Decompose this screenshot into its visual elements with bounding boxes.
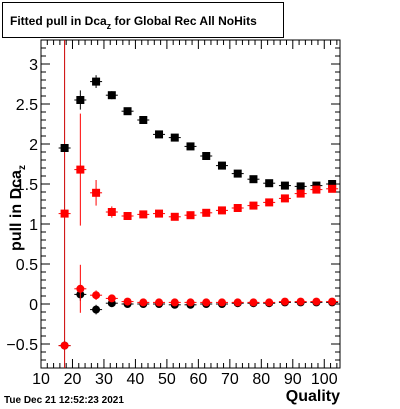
timestamp: Tue Dec 21 12:52:23 2021 [4,395,124,406]
data-point-square [328,184,337,193]
data-point-square [280,194,289,203]
data-point-square [217,206,226,215]
data-point-circle [233,298,242,307]
data-point-circle [107,294,116,303]
y-axis-label: pull in Dcaz [8,165,28,251]
data-point-square [186,211,195,220]
data-point-circle [76,284,85,293]
data-point-square [76,165,85,174]
y-tick-label: 0 [29,297,38,314]
data-point-square [76,96,85,104]
data-point-square [233,169,242,178]
y-tick-label: 3 [29,57,38,74]
data-point-circle [312,297,321,306]
data-point-square [123,212,132,220]
data-point-square [202,208,211,217]
data-point-square [249,201,258,210]
x-tick-label: 20 [64,371,82,388]
data-point-square [170,133,179,142]
data-point-circle [265,298,274,307]
data-point-square [155,209,164,218]
data-point-circle [202,298,211,307]
plot-border [40,39,341,369]
data-point-square [123,107,132,116]
data-point-square [92,188,101,197]
data-point-square [249,175,258,184]
y-axis-label-wrap: pull in Dcaz [2,148,32,268]
y-tick-label: 0.5 [16,257,38,274]
data-point-square [139,116,148,124]
data-point-square [139,210,148,219]
data-point-circle [60,341,69,350]
data-point-circle [123,297,132,306]
data-point-circle [217,298,226,307]
data-point-circle [249,298,258,307]
y-tick-label: 2 [29,137,38,154]
data-point-circle [92,291,101,300]
y-tick-label: 2.5 [16,97,38,114]
data-point-square [155,130,164,139]
y-axis-label-text: pull in Dca [8,170,25,251]
chart-title: Fitted pull in Dcaz for Global Rec All N… [10,14,257,31]
x-tick-label: 80 [252,371,270,388]
x-tick-label: 10 [32,371,50,388]
data-point-circle [280,297,289,306]
data-point-square [186,142,195,151]
title-subscript: z [106,21,112,31]
data-point-square [170,212,179,221]
data-point-circle [186,298,195,307]
x-tick-label: 50 [158,371,176,388]
data-point-circle [296,297,305,306]
data-point-square [265,179,274,188]
data-point-square [328,180,337,188]
y-tick-label: 1 [29,217,38,234]
data-point-square [312,185,321,194]
data-point-square [233,204,242,212]
data-point-square [202,152,211,160]
x-tick-label: 40 [127,371,145,388]
data-point-square [296,189,305,198]
data-point-square [60,144,69,152]
x-tick-label: 60 [189,371,207,388]
data-point-square [265,198,274,207]
x-tick-label: 30 [95,371,113,388]
x-tick-label: 90 [284,371,302,388]
data-point-square [217,161,226,170]
data-point-square [60,209,69,218]
data-point-square [280,181,289,190]
data-point-circle [170,298,179,307]
data-point-circle [139,298,148,307]
data-point-square [92,77,101,86]
title-box: Fitted pull in Dcaz for Global Rec All N… [2,2,284,38]
data-marks [58,40,339,368]
x-tick-label: 100 [311,371,338,388]
axis-ticks: 10 20 30 40 50 60 70 80 90 100 −0.5 0 0.5 1 1.5 2 2.5 3 [6,39,340,388]
y-tick-label: −0.5 [6,337,38,354]
title-main: Fitted pull in Dca [10,14,107,28]
data-point-square [107,91,116,100]
data-point-circle [328,297,337,306]
data-point-circle [155,298,164,307]
data-point-square [107,208,116,216]
x-tick-label: 70 [221,371,239,388]
x-axis-label: Quality [285,388,340,405]
data-point-square [296,182,305,191]
y-axis-label-subscript: z [17,165,28,171]
plot-frame [40,39,341,369]
y-tick-label: 1.5 [16,177,38,194]
title-rest: for Global Rec All NoHits [111,14,257,28]
data-point-circle [92,305,101,314]
